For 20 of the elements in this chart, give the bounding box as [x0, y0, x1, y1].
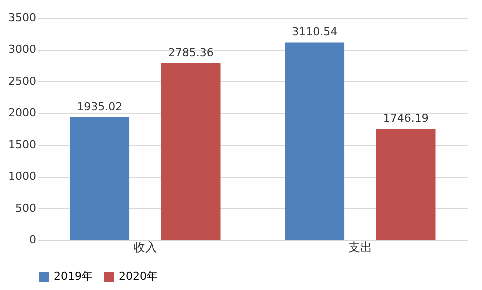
x-tick-label: 收入: [134, 240, 158, 254]
y-tick-label: 1000: [8, 170, 36, 184]
y-tick-label: 3000: [8, 43, 36, 56]
y-tick-label: 500: [16, 202, 36, 215]
legend-label: 2020年: [119, 270, 158, 283]
y-tick-label: 2000: [8, 106, 36, 120]
y-tick-label: 0: [30, 234, 36, 246]
bar: [285, 42, 345, 240]
data-label: 1746.19: [383, 112, 429, 126]
legend-label: 2019年: [54, 270, 93, 283]
y-tick-label: 1500: [8, 138, 36, 152]
bar: [161, 63, 221, 240]
bar: [376, 129, 436, 240]
data-label: 3110.54: [292, 26, 338, 39]
y-tick-label: 2500: [8, 74, 36, 88]
y-tick-label: 3500: [8, 12, 36, 24]
data-label: 1935.02: [77, 100, 123, 114]
x-tick-label: 支出: [348, 240, 372, 254]
data-label: 2785.36: [168, 46, 214, 60]
bar: [70, 117, 130, 240]
